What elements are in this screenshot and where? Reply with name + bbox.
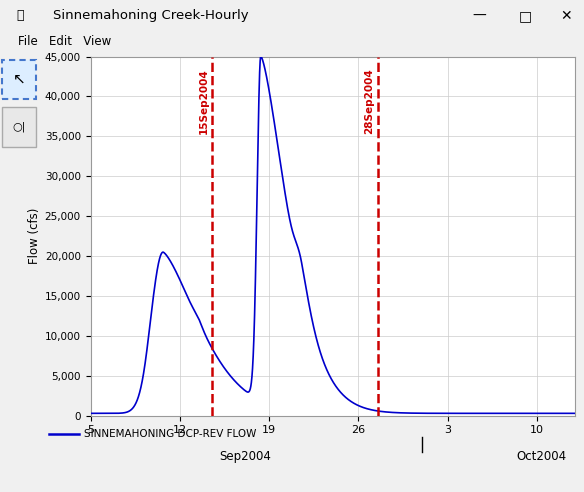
Text: SINNEMAHONING DCP-REV FLOW: SINNEMAHONING DCP-REV FLOW xyxy=(84,429,257,439)
Text: Oct2004: Oct2004 xyxy=(516,450,566,463)
Text: ✕: ✕ xyxy=(561,9,572,23)
Text: —: — xyxy=(472,9,486,23)
FancyBboxPatch shape xyxy=(2,107,36,147)
Text: 🗠: 🗠 xyxy=(17,9,24,23)
Text: Sep2004: Sep2004 xyxy=(220,450,272,463)
Text: 15Sep2004: 15Sep2004 xyxy=(199,68,208,134)
FancyBboxPatch shape xyxy=(2,60,36,99)
Text: ○|: ○| xyxy=(12,122,26,132)
Text: File   Edit   View: File Edit View xyxy=(18,35,111,48)
Text: □: □ xyxy=(519,9,532,23)
Text: Sinnemahoning Creek-Hourly: Sinnemahoning Creek-Hourly xyxy=(53,9,248,23)
Y-axis label: Flow (cfs): Flow (cfs) xyxy=(27,208,40,264)
Text: 28Sep2004: 28Sep2004 xyxy=(364,68,374,134)
Text: ↖: ↖ xyxy=(13,72,25,87)
